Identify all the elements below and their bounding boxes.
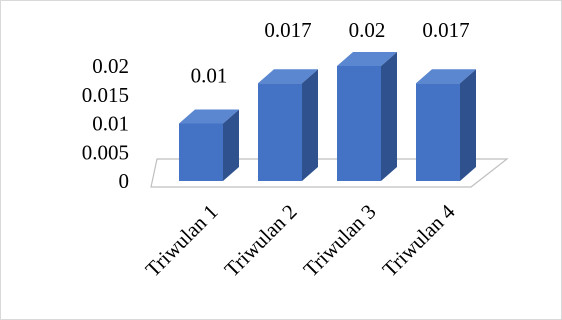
y-tick-label: 0.015 xyxy=(82,83,129,107)
data-label: 0.02 xyxy=(349,18,386,42)
category-label: Triwulan 3 xyxy=(299,200,381,282)
bar-1 xyxy=(179,109,239,181)
data-label: 0.017 xyxy=(264,18,311,42)
bar-side-face xyxy=(223,109,239,181)
data-label: 0.017 xyxy=(422,18,469,42)
bar-4 xyxy=(416,69,476,181)
category-label: Triwulan 4 xyxy=(378,199,460,281)
category-label: Triwulan 2 xyxy=(220,200,302,282)
bar-3 xyxy=(337,52,397,181)
category-label: Triwulan 1 xyxy=(141,200,223,282)
y-tick-label: 0 xyxy=(119,169,130,193)
bar-top-face xyxy=(416,69,476,84)
data-label: 0.01 xyxy=(191,64,228,88)
bar-front-face xyxy=(337,66,381,181)
bar-side-face xyxy=(460,69,476,181)
bar-side-face xyxy=(302,69,318,181)
y-tick-label: 0.005 xyxy=(82,140,129,164)
bar-top-face xyxy=(258,69,318,84)
bar-front-face xyxy=(179,123,223,181)
y-tick-label: 0.01 xyxy=(92,112,129,136)
bar-2 xyxy=(258,69,318,181)
bar-side-face xyxy=(381,52,397,181)
bar-front-face xyxy=(416,83,460,181)
y-tick-label: 0.02 xyxy=(92,54,129,78)
bar-top-face xyxy=(337,52,397,66)
bar-front-face xyxy=(258,83,302,181)
bar-top-face xyxy=(179,109,239,124)
